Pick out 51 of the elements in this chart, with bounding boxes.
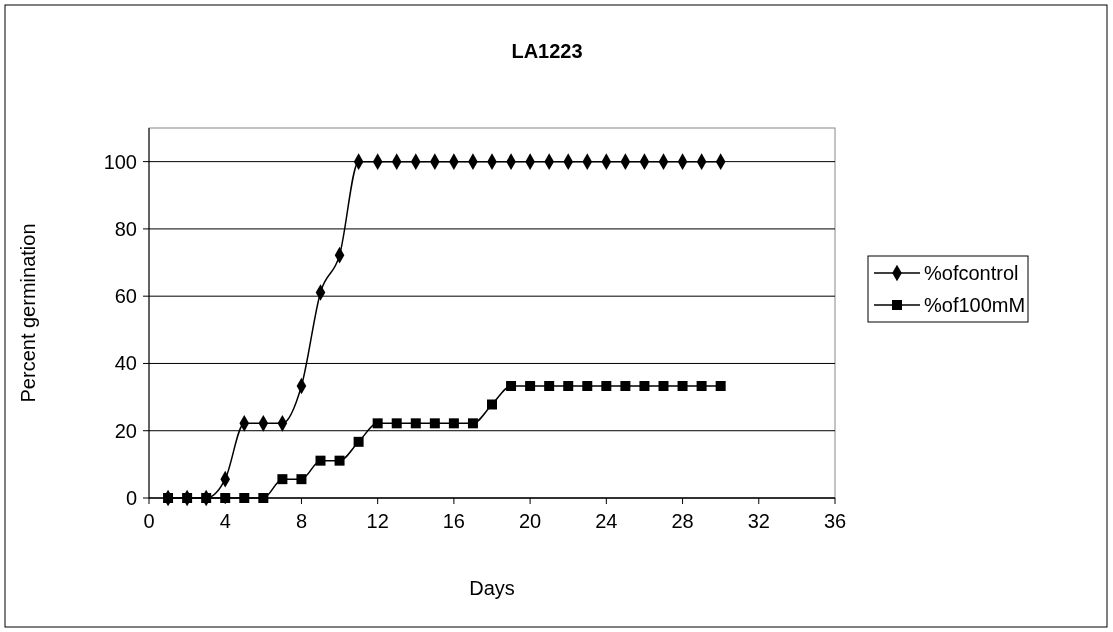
point bbox=[467, 418, 478, 429]
point bbox=[563, 380, 574, 391]
point bbox=[163, 493, 174, 503]
x-tick-label: 12 bbox=[366, 510, 389, 532]
x-tick-label: 24 bbox=[595, 510, 618, 532]
x-tick-label: 32 bbox=[747, 510, 770, 532]
point bbox=[525, 380, 536, 391]
legend-label: %ofcontrol bbox=[924, 262, 1019, 284]
point bbox=[677, 380, 688, 391]
point bbox=[601, 380, 612, 391]
point bbox=[620, 380, 631, 391]
point bbox=[277, 474, 288, 485]
point bbox=[544, 380, 555, 391]
y-tick-label: 40 bbox=[114, 352, 137, 375]
point bbox=[658, 380, 669, 391]
x-tick-label: 20 bbox=[518, 510, 542, 532]
x-tick-label: 8 bbox=[295, 510, 308, 532]
point bbox=[696, 380, 707, 391]
point bbox=[639, 380, 650, 391]
x-tick-label: 36 bbox=[823, 510, 847, 532]
point bbox=[410, 418, 421, 429]
point bbox=[487, 399, 497, 410]
point bbox=[315, 455, 326, 466]
x-tick-label: 28 bbox=[671, 510, 694, 532]
x-tick-label: 0 bbox=[143, 510, 155, 532]
y-tick-label: 20 bbox=[114, 419, 137, 442]
legend-label: %of100mM bbox=[924, 294, 1026, 316]
point bbox=[182, 493, 193, 503]
point bbox=[429, 418, 440, 429]
point bbox=[448, 418, 459, 429]
y-tick-label: 100 bbox=[103, 150, 137, 173]
x-axis-title: Days bbox=[469, 577, 515, 599]
point bbox=[296, 474, 307, 485]
point bbox=[715, 380, 726, 391]
y-axis-title: Percent germination bbox=[17, 223, 39, 403]
x-tick-label: 16 bbox=[442, 510, 466, 532]
chart-title: LA1223 bbox=[511, 40, 583, 62]
point bbox=[353, 436, 364, 447]
point bbox=[201, 493, 212, 503]
point bbox=[582, 380, 593, 391]
point bbox=[334, 455, 345, 466]
point bbox=[239, 493, 250, 503]
point bbox=[258, 493, 269, 503]
y-tick-label: 60 bbox=[114, 285, 137, 308]
point bbox=[220, 493, 231, 503]
y-tick-label: 80 bbox=[114, 217, 137, 240]
point bbox=[372, 418, 383, 429]
y-tick-label: 0 bbox=[125, 487, 137, 509]
point bbox=[391, 418, 402, 429]
x-tick-label: 4 bbox=[219, 510, 231, 532]
point bbox=[506, 380, 517, 391]
